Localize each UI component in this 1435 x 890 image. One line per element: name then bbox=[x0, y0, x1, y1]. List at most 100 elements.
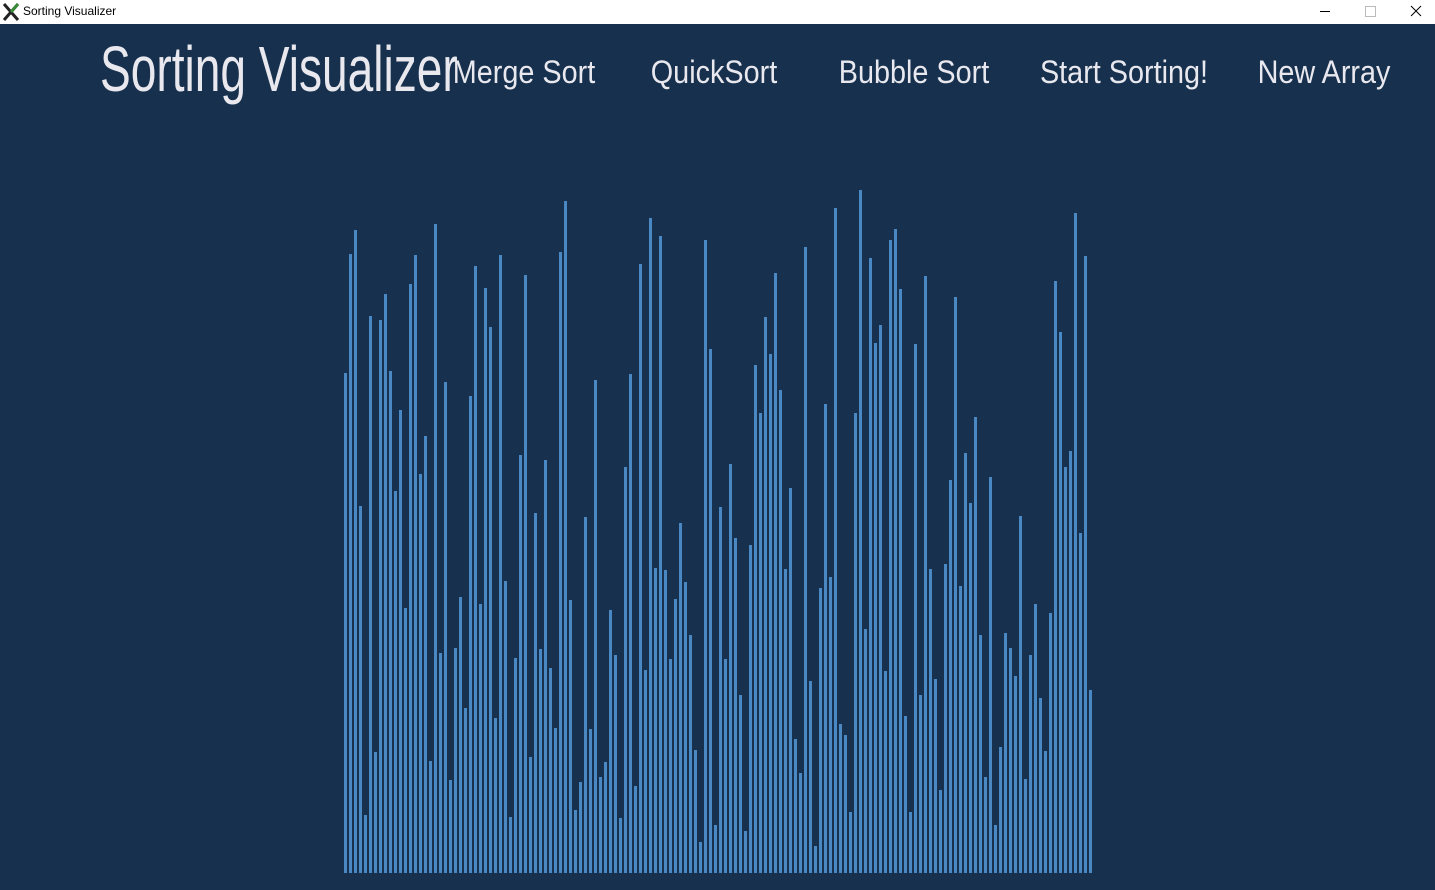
bar bbox=[924, 276, 927, 873]
bar bbox=[814, 846, 817, 873]
bar bbox=[434, 224, 437, 873]
bar bbox=[709, 349, 712, 873]
bar bbox=[589, 729, 592, 873]
app-title: Sorting Visualizer bbox=[100, 33, 458, 105]
maximize bbox=[1365, 6, 1376, 17]
bar bbox=[649, 218, 652, 873]
bar bbox=[614, 655, 617, 873]
bar bbox=[1004, 633, 1007, 873]
bar bbox=[849, 812, 852, 873]
bar bbox=[739, 695, 742, 873]
bar bbox=[859, 190, 862, 873]
bar bbox=[964, 453, 967, 873]
bar bbox=[549, 668, 552, 873]
bar bbox=[679, 523, 682, 873]
bar bbox=[959, 586, 962, 873]
bar bbox=[844, 735, 847, 873]
bar bbox=[1084, 256, 1087, 873]
bar bbox=[379, 320, 382, 873]
bar bbox=[954, 297, 957, 873]
bar bbox=[544, 460, 547, 873]
bar bbox=[644, 670, 647, 873]
bar bbox=[504, 581, 507, 873]
bar bbox=[1079, 533, 1082, 873]
bar bbox=[539, 649, 542, 873]
bar bbox=[394, 491, 397, 873]
window-title: Sorting Visualizer bbox=[23, 4, 117, 18]
bar bbox=[579, 782, 582, 873]
bar bbox=[734, 538, 737, 873]
bar bbox=[799, 773, 802, 873]
bar bbox=[664, 570, 667, 873]
bar bbox=[554, 728, 557, 873]
bar bbox=[1064, 467, 1067, 873]
nav-button[interactable]: Merge Sort bbox=[452, 54, 596, 90]
bar bbox=[969, 503, 972, 873]
bar bbox=[879, 325, 882, 873]
app: Sorting Visualizer Merge Sort QuickSort … bbox=[0, 24, 1435, 890]
bar bbox=[474, 266, 477, 873]
bar bbox=[999, 747, 1002, 873]
bar bbox=[929, 569, 932, 873]
bar bbox=[574, 810, 577, 873]
bar bbox=[919, 695, 922, 873]
bar bbox=[374, 752, 377, 873]
bar bbox=[529, 757, 532, 873]
bar bbox=[439, 653, 442, 873]
close[interactable] bbox=[1410, 5, 1422, 17]
bar bbox=[344, 373, 347, 873]
app-icon bbox=[2, 3, 20, 21]
bar bbox=[894, 229, 897, 873]
bar bbox=[349, 254, 352, 873]
bar bbox=[499, 255, 502, 873]
bar bbox=[634, 786, 637, 873]
bar bbox=[404, 608, 407, 873]
bar bbox=[824, 404, 827, 873]
nav-button[interactable]: Bubble Sort bbox=[838, 54, 990, 90]
bar bbox=[774, 273, 777, 873]
nav-button[interactable]: Start Sorting! bbox=[1039, 54, 1209, 90]
nav-button[interactable]: QuickSort bbox=[650, 54, 778, 90]
bar bbox=[384, 294, 387, 873]
bar bbox=[369, 316, 372, 873]
bar bbox=[939, 790, 942, 873]
bar bbox=[854, 413, 857, 873]
bar bbox=[594, 380, 597, 873]
bar bbox=[1089, 690, 1092, 873]
nav-button[interactable]: New Array bbox=[1257, 54, 1391, 90]
bar bbox=[559, 252, 562, 873]
bar bbox=[914, 344, 917, 873]
bar bbox=[689, 635, 692, 873]
bar bbox=[389, 371, 392, 873]
bar bbox=[494, 718, 497, 873]
bar bbox=[609, 610, 612, 873]
bar bbox=[534, 513, 537, 873]
bar bbox=[464, 708, 467, 873]
bar bbox=[454, 648, 457, 873]
bar bbox=[1069, 451, 1072, 873]
bar bbox=[659, 236, 662, 873]
bar bbox=[949, 480, 952, 873]
bar bbox=[1074, 213, 1077, 873]
bar bbox=[769, 354, 772, 873]
bar bbox=[654, 568, 657, 873]
bar bbox=[399, 410, 402, 873]
bar bbox=[1044, 751, 1047, 873]
bar bbox=[899, 289, 902, 873]
bar bbox=[484, 288, 487, 873]
bar bbox=[834, 208, 837, 873]
bar bbox=[624, 467, 627, 873]
bar bbox=[864, 629, 867, 873]
bar bbox=[809, 681, 812, 873]
bar bbox=[729, 464, 732, 873]
bar bbox=[764, 317, 767, 873]
bar bbox=[1029, 655, 1032, 873]
bar bbox=[1009, 648, 1012, 873]
bar bbox=[674, 599, 677, 873]
bar bbox=[1049, 613, 1052, 873]
bar bbox=[884, 671, 887, 873]
bar bbox=[869, 258, 872, 873]
bar bbox=[1024, 779, 1027, 873]
bar bbox=[459, 597, 462, 873]
bar bbox=[569, 600, 572, 873]
